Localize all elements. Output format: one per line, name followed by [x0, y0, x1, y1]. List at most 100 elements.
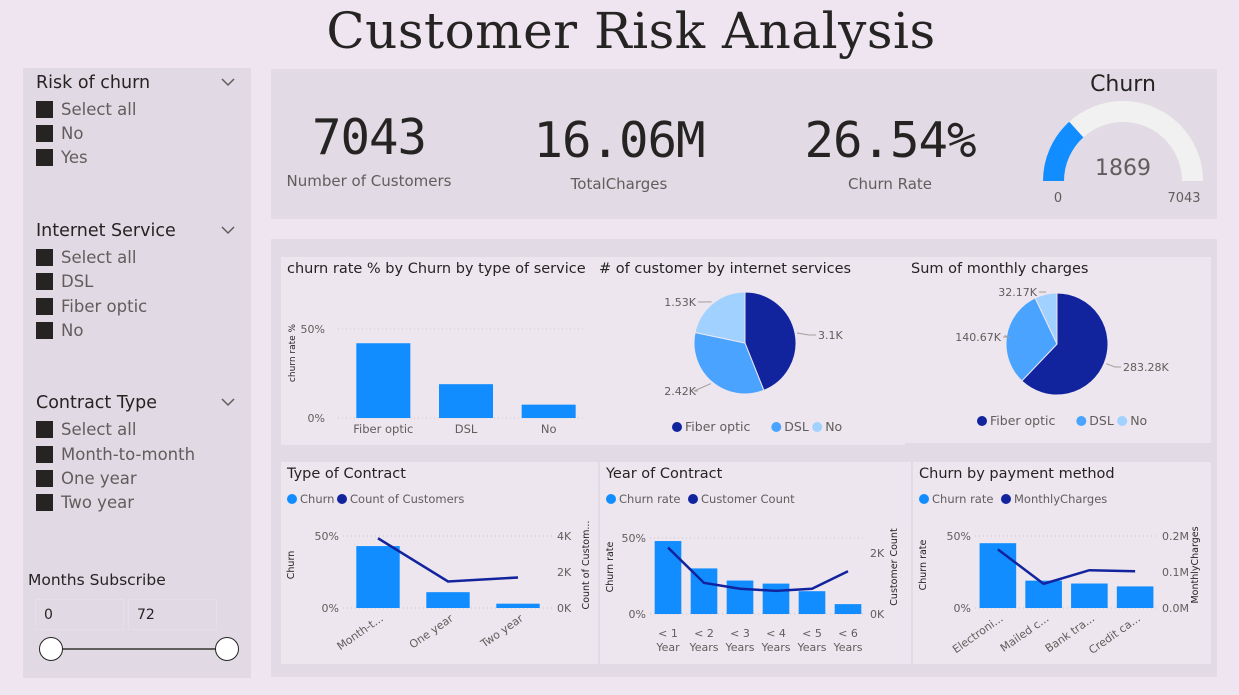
x-tick-label: Mailed c... — [998, 612, 1051, 655]
slice-label: 1.53K — [664, 296, 696, 309]
card-year-of-contract: Year of Contract Churn rate Customer Coun… — [600, 462, 911, 664]
x-tick-label: Month-t... — [335, 612, 386, 653]
legend-marker — [812, 422, 823, 432]
checkbox[interactable] — [36, 493, 53, 511]
charts-panel: churn rate % by Churn by type of service… — [271, 239, 1217, 677]
checkbox[interactable] — [36, 148, 53, 166]
combo-chart-year: Churn rate Customer Count 50% 0% 0K 2K Churn r… — [605, 492, 900, 654]
y-axis-label: churn rate % — [288, 323, 298, 382]
card-churn-by-service: churn rate % by Churn by type of service… — [281, 257, 594, 445]
x-tick-label: Credit ca... — [1086, 612, 1142, 657]
slice-leader — [1106, 363, 1121, 368]
x-tick-label: DSL — [455, 422, 478, 436]
months-slider-max-handle[interactable] — [215, 637, 239, 661]
contract-option-select-all[interactable]: Select all — [36, 419, 136, 439]
legend-marker — [688, 494, 698, 504]
y2-tick-label: 0K — [557, 602, 572, 615]
checkbox[interactable] — [36, 420, 53, 438]
legend-marker — [606, 494, 616, 504]
slice-leader — [1003, 335, 1010, 338]
x-tick-label: < 2 Years — [688, 627, 718, 654]
bar — [798, 591, 826, 614]
checkbox[interactable] — [36, 297, 53, 315]
slice-label: 140.67K — [955, 331, 1001, 344]
checkbox[interactable] — [36, 100, 53, 118]
bar — [1025, 580, 1062, 608]
contract-option-month-to-month[interactable]: Month-to-month — [36, 444, 195, 464]
checkbox[interactable] — [36, 124, 53, 142]
legend-marker — [1076, 416, 1087, 426]
internet-option-no[interactable]: No — [36, 320, 83, 340]
checkbox[interactable] — [36, 469, 53, 487]
months-max-input[interactable]: 72 — [128, 599, 217, 630]
chevron-down-icon[interactable] — [221, 223, 235, 237]
card-payment-method: Churn by payment method Churn rate Monthl… — [913, 462, 1211, 664]
combo-chart-contract: Churn Count of Customers 50% 0% 0K 2K 4K Churn C… — [286, 492, 592, 653]
pie-slice — [694, 291, 746, 344]
y2-axis-label: Customer Count — [889, 528, 900, 606]
slice-label: 2.42K — [664, 385, 696, 398]
bar — [1116, 586, 1154, 608]
internet-slicer-title: Internet Service — [36, 221, 176, 241]
x-tick-label: < 4 Years — [760, 627, 790, 654]
legend-label: No — [825, 419, 842, 434]
legend-label: Count of Customers — [350, 492, 464, 506]
x-tick-label: No — [541, 422, 557, 436]
months-slider-track[interactable] — [51, 648, 227, 650]
months-min-input[interactable]: 0 — [35, 599, 124, 630]
internet-option-dsl[interactable]: DSL — [36, 271, 93, 291]
y2-tick-label: 0K — [870, 608, 885, 621]
gauge-title: Churn — [1090, 72, 1156, 97]
kpi-charges-value: 16.06M — [533, 112, 705, 169]
pie-chart-monthly-charges: 283.28K 140.67K 32.17K Fiber optic DSL No — [955, 286, 1169, 428]
line-series — [377, 537, 519, 583]
slicer-panel: Risk of churn Select all No Yes Internet… — [23, 68, 251, 678]
x-tick-label: < 5 Years — [796, 627, 826, 654]
page-title: Customer Risk Analysis — [326, 2, 936, 60]
chevron-down-icon[interactable] — [221, 395, 235, 409]
y-tick-label: 50% — [315, 530, 339, 543]
chart-title: churn rate % by Churn by type of service — [287, 261, 586, 277]
checkbox[interactable] — [36, 321, 53, 339]
y2-tick-label: 0.0M — [1162, 602, 1189, 615]
kpi-churn-rate-value: 26.54% — [804, 112, 976, 169]
slice-label: 3.1K — [818, 329, 843, 342]
gauge-value: 1869 — [1095, 156, 1151, 181]
legend-label: Fiber optic — [685, 419, 750, 434]
kpi-charges-label: TotalCharges — [570, 175, 668, 193]
internet-option-select-all[interactable]: Select all — [36, 247, 136, 267]
bar — [690, 568, 718, 614]
x-tick-label: < 3 Years — [724, 627, 754, 654]
legend-label: Fiber optic — [990, 413, 1055, 428]
bar — [356, 546, 400, 608]
risk-slicer-title: Risk of churn — [36, 73, 151, 93]
risk-option-yes[interactable]: Yes — [36, 147, 88, 167]
legend-marker — [919, 494, 929, 504]
risk-option-no[interactable]: No — [36, 123, 83, 143]
bar — [762, 583, 790, 614]
internet-option-fiber-optic[interactable]: Fiber optic — [36, 296, 147, 316]
slice-leader — [693, 383, 712, 392]
contract-option-two-year[interactable]: Two year — [36, 492, 134, 512]
y2-tick-label: 2K — [870, 547, 885, 560]
checkbox[interactable] — [36, 445, 53, 463]
card-monthly-charges: Sum of monthly charges 283.28K 140.67K 32.… — [905, 257, 1211, 443]
x-tick-label: Fiber optic — [353, 422, 413, 436]
y2-axis-label: Count of Custom... — [581, 521, 592, 610]
checkbox[interactable] — [36, 248, 53, 266]
y2-axis-label: MonthlyCharges — [1190, 526, 1201, 603]
chevron-down-icon[interactable] — [221, 75, 235, 89]
y-axis-label: Churn — [286, 551, 297, 579]
contract-option-one-year[interactable]: One year — [36, 468, 137, 488]
kpi-churn-rate-label: Churn Rate — [847, 175, 933, 193]
bar — [426, 592, 470, 608]
legend-marker — [771, 422, 782, 432]
gauge-fill — [1043, 121, 1084, 181]
pie-chart-internet-customers: 3.1K 2.42K 1.53K Fiber optic DSL No — [664, 291, 843, 434]
checkbox[interactable] — [36, 272, 53, 290]
gauge-min-label: 0 — [1054, 191, 1062, 206]
y-tick-label: 0% — [954, 602, 971, 615]
pie-slice — [744, 291, 797, 392]
months-slider-min-handle[interactable] — [39, 637, 63, 661]
risk-option-select-all[interactable]: Select all — [36, 99, 136, 119]
